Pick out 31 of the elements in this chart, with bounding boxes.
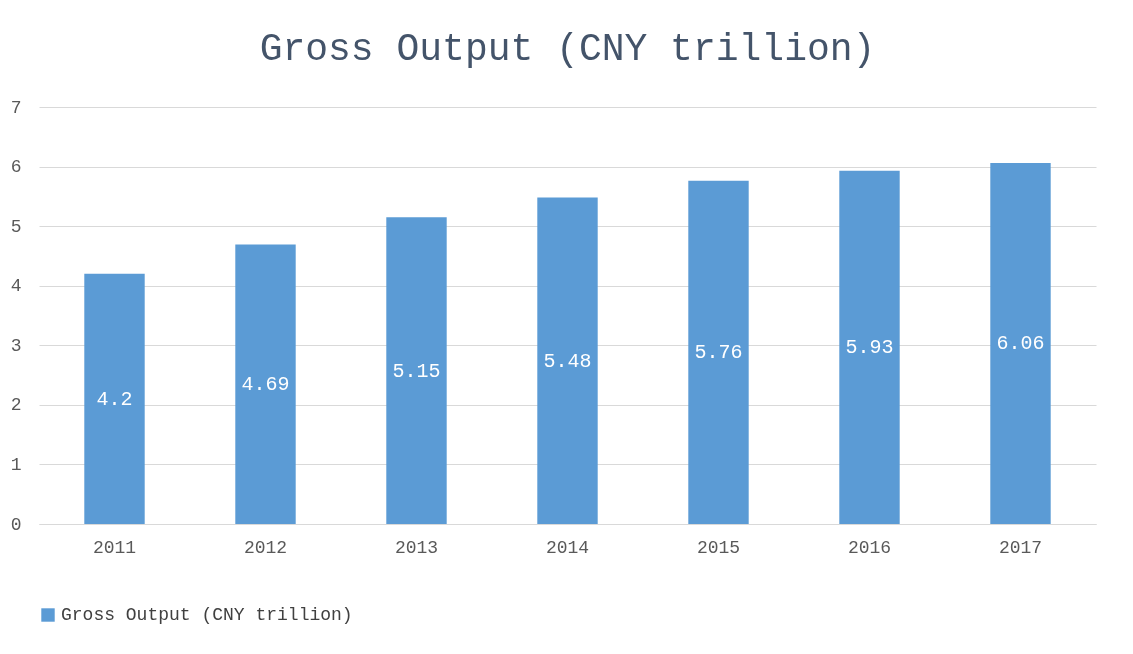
data-label: 6.06 xyxy=(996,332,1045,356)
bar xyxy=(386,217,447,524)
chart-title: Gross Output (CNY trillion) xyxy=(259,28,876,71)
data-label: 5.76 xyxy=(694,341,743,365)
bar xyxy=(990,163,1051,524)
y-tick-label: 4 xyxy=(10,276,22,297)
x-tick-label: 2012 xyxy=(243,537,288,558)
data-label: 5.15 xyxy=(392,359,441,383)
x-tick-label: 2013 xyxy=(394,537,439,558)
bar xyxy=(839,170,900,524)
data-label: 4.69 xyxy=(241,373,290,397)
x-tick-label: 2017 xyxy=(998,537,1043,558)
x-tick-label: 2015 xyxy=(696,537,741,558)
data-label: 5.48 xyxy=(543,349,592,373)
y-tick-label: 0 xyxy=(10,514,22,535)
bar xyxy=(537,197,598,524)
bar xyxy=(688,180,749,524)
x-tick-label: 2014 xyxy=(545,537,590,558)
legend-label: Gross Output (CNY trillion) xyxy=(61,605,353,625)
y-tick-label: 2 xyxy=(10,395,22,416)
bar xyxy=(235,244,296,524)
bar xyxy=(84,273,145,524)
data-label: 5.93 xyxy=(845,336,894,360)
y-tick-label: 3 xyxy=(10,335,22,356)
y-tick-label: 7 xyxy=(10,97,22,118)
x-tick-label: 2016 xyxy=(847,537,892,558)
data-label: 4.2 xyxy=(96,387,133,411)
y-tick-label: 5 xyxy=(10,216,22,237)
y-tick-label: 6 xyxy=(10,157,22,178)
y-tick-label: 1 xyxy=(10,454,22,475)
x-tick-label: 2011 xyxy=(92,537,137,558)
